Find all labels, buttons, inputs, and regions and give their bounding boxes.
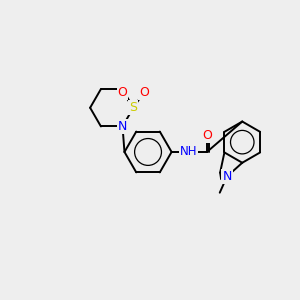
Text: O: O [118, 85, 128, 98]
Text: O: O [202, 129, 212, 142]
Text: N: N [222, 170, 232, 183]
Text: NH: NH [179, 146, 197, 158]
Text: N: N [118, 120, 127, 133]
Text: S: S [129, 101, 137, 114]
Text: O: O [139, 85, 149, 98]
